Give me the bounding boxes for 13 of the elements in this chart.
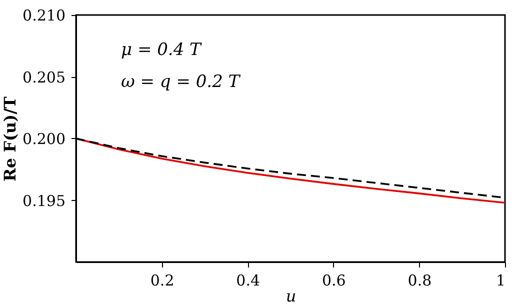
y-tick-label: 0.195 [22, 192, 66, 210]
annotation: μ = 0.4 T [121, 40, 203, 60]
x-tick-label: 0.6 [322, 272, 346, 290]
y-tick-label: 0.210 [22, 6, 66, 24]
y-tick-label: 0.205 [22, 68, 66, 86]
x-tick-label: 0.2 [150, 272, 174, 290]
y-axis-title: Re F(u)/T [0, 96, 20, 182]
annotation: ω = q = 0.2 T [121, 72, 242, 92]
x-axis-title: u [286, 286, 296, 306]
x-tick-label: 0.8 [408, 272, 432, 290]
x-tick-label: 1 [496, 272, 506, 290]
y-tick-label: 0.200 [22, 130, 66, 148]
x-tick-label: 0.4 [236, 272, 260, 290]
